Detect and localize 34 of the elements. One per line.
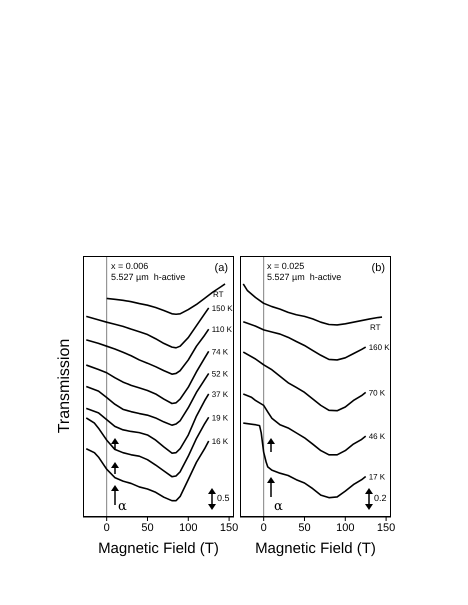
series-label: RT <box>213 290 224 299</box>
x-tick-label: 100 <box>179 522 198 534</box>
text: 5.527 µm h-active <box>111 272 186 283</box>
text: x = 0.006 <box>111 261 150 272</box>
annotation: 0.5 <box>217 493 230 503</box>
x-tick-label: 0 <box>104 522 110 534</box>
x-tick-label: 150 <box>220 522 238 534</box>
series-label: 160 K <box>368 343 390 352</box>
x-tick-label: 150 <box>376 522 396 534</box>
text: (b) <box>372 262 385 274</box>
text: 5.527 µm h-active <box>267 272 342 283</box>
text: (a) <box>214 262 228 274</box>
series-label: 16 K <box>212 437 229 446</box>
annotation: α <box>274 499 283 514</box>
series-label: 37 K <box>212 390 229 399</box>
series-label: 52 K <box>212 369 229 378</box>
series-label: RT <box>370 323 381 332</box>
annotation: 0.2 <box>374 493 387 503</box>
x-tick-label: 50 <box>141 522 154 534</box>
series-label: 19 K <box>212 413 229 422</box>
series-label: 110 K <box>212 325 233 334</box>
y-axis-title: Transmission <box>56 337 74 435</box>
x-tick-label: 100 <box>336 522 354 534</box>
series-label: 150 K <box>212 304 234 313</box>
series-label: 74 K <box>212 347 229 356</box>
text: x = 0.025 <box>267 261 306 272</box>
annotation: α <box>118 499 127 514</box>
x-tick-label: 50 <box>298 522 311 534</box>
x-tick-label: 0 <box>260 522 267 534</box>
series-label: 46 K <box>368 432 386 442</box>
series-label: 70 K <box>368 388 386 398</box>
series-label: 17 K <box>368 472 386 482</box>
x-axis-title: Magnetic Field (T) <box>97 539 220 559</box>
x-axis-title: Magnetic Field (T) <box>254 539 377 559</box>
